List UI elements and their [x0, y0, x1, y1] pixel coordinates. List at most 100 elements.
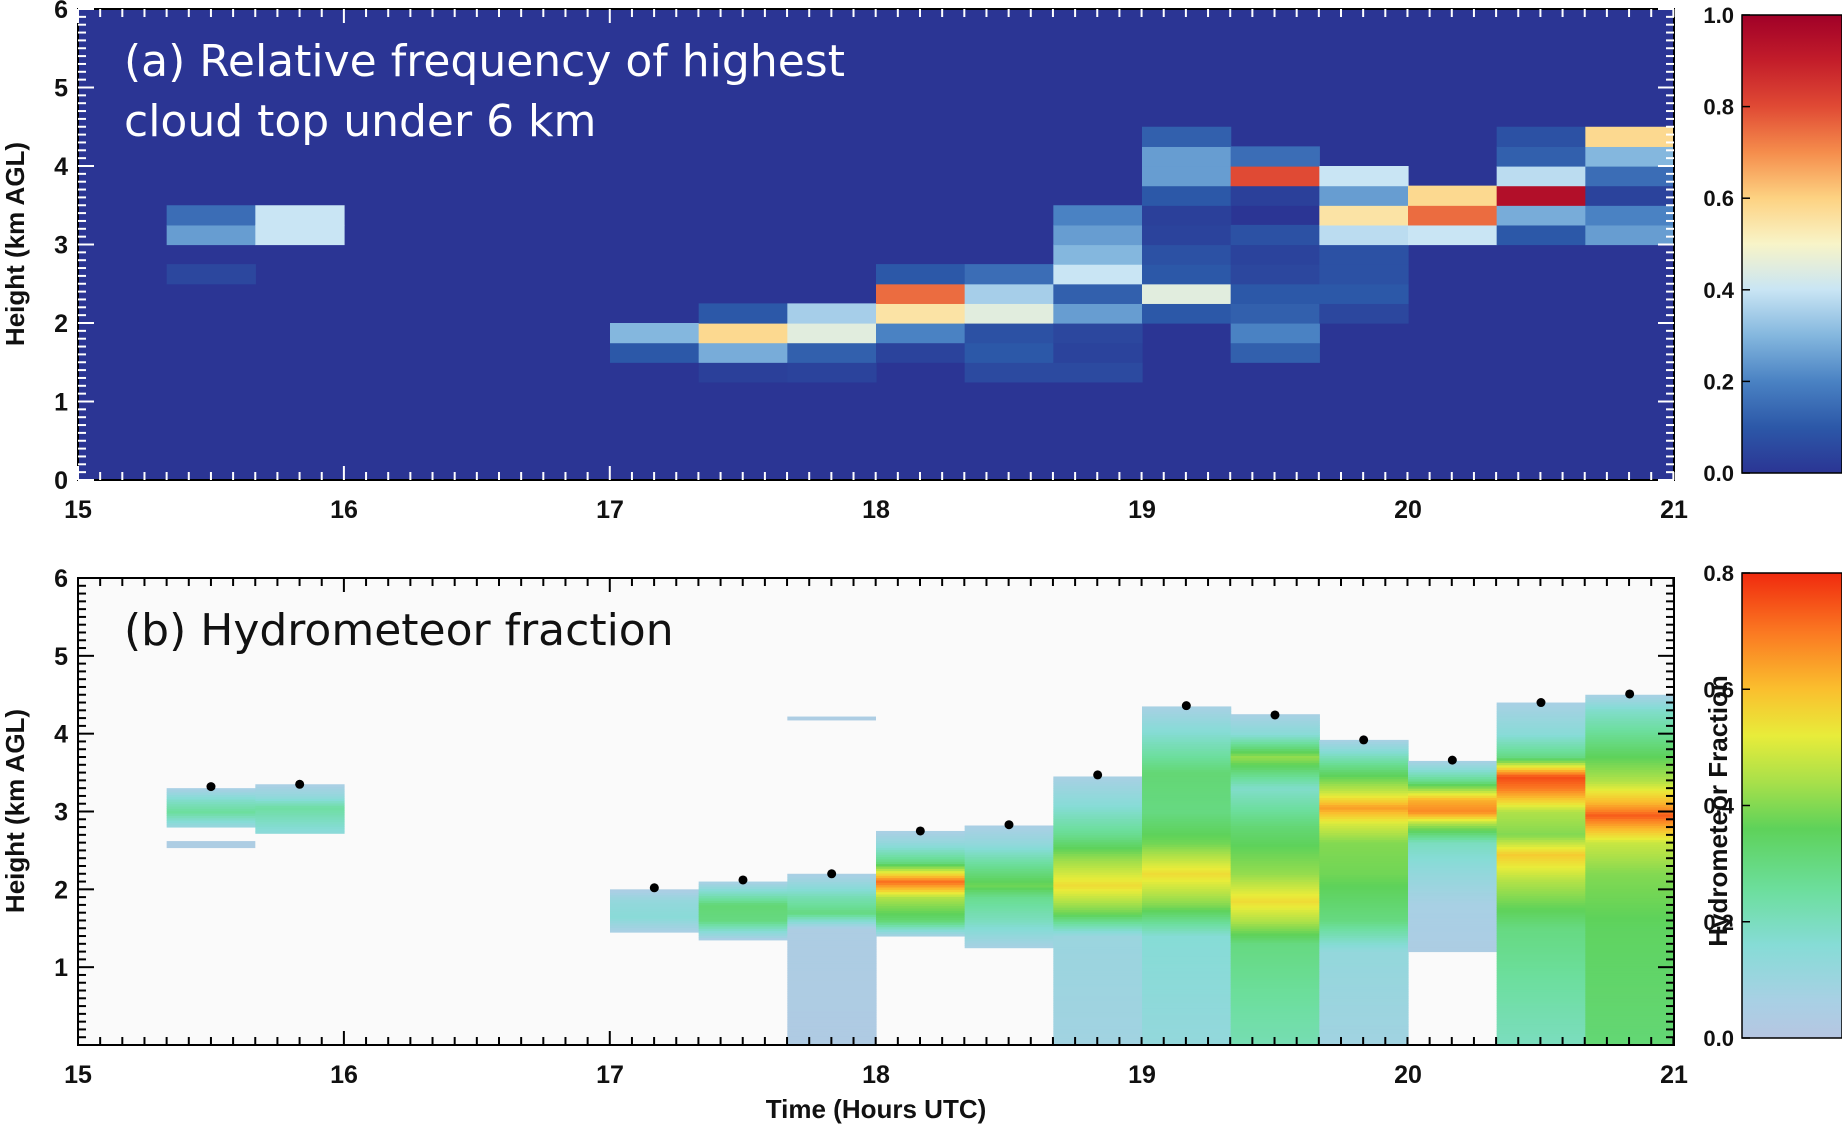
hydrometeor-cell: [1053, 802, 1143, 805]
heatmap-cell: [1053, 303, 1143, 324]
y-tick-label: 2: [54, 310, 68, 338]
colorbar-tick-label: 0.4: [1703, 278, 1734, 303]
hydrometeor-cell: [1142, 953, 1232, 957]
hydrometeor-cell: [1230, 778, 1320, 782]
hydrometeor-cell: [1496, 1005, 1586, 1009]
hydrometeor-cell: [1142, 967, 1232, 971]
hydrometeor-cell: [1408, 879, 1498, 883]
hydrometeor-cell: [1585, 713, 1675, 717]
hydrometeor-cell: [1585, 930, 1675, 934]
hydrometeor-cell: [1319, 844, 1409, 848]
hydrometeor-cell: [610, 897, 700, 900]
hydrometeor-cell: [1408, 776, 1498, 780]
hydrometeor-cell: [1230, 1002, 1320, 1006]
hydrometeor-cell: [787, 939, 877, 943]
hydrometeor-cell: [1319, 757, 1409, 761]
hydrometeor-cell: [1230, 806, 1320, 810]
hydrometeor-cell: [1585, 981, 1675, 985]
hydrometeor-cell: [1142, 998, 1232, 1002]
hydrometeor-cell: [964, 917, 1054, 921]
hydrometeor-cell: [610, 913, 700, 917]
hydrometeor-cell: [1053, 1030, 1143, 1034]
hydrometeor-cell: [1142, 729, 1232, 733]
hydrometeor-cell: [787, 904, 877, 908]
panel-b-x-axis-label: Time (Hours UTC): [766, 1094, 987, 1124]
hydrometeor-cell: [698, 888, 788, 892]
hydrometeor-cell: [698, 900, 788, 904]
hydrometeor-cell: [1408, 918, 1498, 922]
heatmap-cell: [255, 205, 345, 226]
hydrometeor-cell: [1053, 1014, 1143, 1018]
hydrometeor-cell: [1408, 823, 1498, 827]
hydrometeor-cell: [1319, 944, 1409, 948]
hydrometeor-cell: [1053, 823, 1143, 827]
hydrometeor-cell: [1230, 869, 1320, 873]
x-tick-label: 15: [64, 496, 92, 524]
hydrometeor-cell: [1496, 816, 1586, 820]
heatmap-cell: [1053, 342, 1143, 363]
hydrometeor-cell: [787, 953, 877, 957]
hydrometeor-cell: [1496, 925, 1586, 929]
hydrometeor-cell: [1585, 802, 1675, 805]
hydrometeor-cell: [1496, 711, 1586, 714]
hydrometeor-cell: [1496, 802, 1586, 805]
hydrometeor-cell: [1408, 911, 1498, 915]
hydrometeor-cell: [1408, 937, 1498, 941]
hydrometeor-cell: [1142, 1023, 1232, 1027]
hydrometeor-cell: [1408, 904, 1498, 908]
hydrometeor-cell: [255, 802, 345, 806]
hydrometeor-cell: [1585, 1019, 1675, 1023]
hydrometeor-cell: [1142, 797, 1232, 801]
hydrometeor-cell: [1053, 998, 1143, 1002]
hydrometeor-cell: [1408, 769, 1498, 773]
hydrometeor-cell: [1408, 932, 1498, 936]
hydrometeor-cell: [1142, 909, 1232, 913]
hydrometeor-cell: [1585, 697, 1675, 700]
hydrometeor-cell: [964, 940, 1054, 944]
hydrometeor-cell: [1585, 972, 1675, 976]
hydrometeor-cell: [1142, 907, 1232, 911]
hydrometeor-cell: [1408, 872, 1498, 876]
hydrometeor-cell: [1230, 902, 1320, 906]
hydrometeor-cell: [1496, 834, 1586, 838]
hydrometeor-cell: [787, 949, 877, 953]
hydrometeor-cell: [1230, 1014, 1320, 1018]
hydrometeor-cell: [1585, 727, 1675, 731]
hydrometeor-cell: [1585, 925, 1675, 929]
hydrometeor-cell: [1053, 930, 1143, 934]
hydrometeor-cell: [1053, 834, 1143, 838]
panel-a-x-tick-labels: 15 16 17 18 19 20 21: [64, 496, 1688, 524]
hydrometeor-cell: [1319, 914, 1409, 918]
hydrometeor-cell: [1230, 951, 1320, 955]
hydrometeor-cell: [1585, 701, 1675, 705]
panel-a-title-line-1: (a) Relative frequency of highest: [124, 36, 845, 87]
hydrometeor-cell: [1496, 748, 1586, 752]
hydrometeor-cell: [1496, 869, 1586, 873]
hydrometeor-cell: [1053, 1021, 1143, 1025]
heatmap-cell: [1053, 362, 1143, 383]
x-tick-label: 20: [1394, 1061, 1422, 1089]
hydrometeor-cell: [1496, 785, 1586, 789]
hydrometeor-cell: [1142, 925, 1232, 929]
hydrometeor-cell: [1142, 851, 1232, 855]
hydrometeor-cell: [1408, 874, 1498, 878]
hydrometeor-cell: [1585, 753, 1675, 756]
hydrometeor-cell: [1319, 804, 1409, 808]
hydrometeor-cell: [787, 998, 877, 1002]
hydrometeor-cell: [1053, 932, 1143, 936]
hydrometeor-cell: [1053, 907, 1143, 911]
hydrometeor-cell: [1319, 986, 1409, 990]
hydrometeor-cell: [1496, 993, 1586, 997]
hydrometeor-cell: [1142, 722, 1232, 726]
colorbar-tick-label: 0.6: [1703, 677, 1734, 702]
hydrometeor-cell: [1585, 914, 1675, 918]
hydrometeor-cell: [1408, 804, 1498, 808]
hydrometeor-cell: [876, 884, 966, 888]
hydrometeor-cell: [787, 1033, 877, 1037]
heatmap-cell: [255, 224, 345, 246]
hydrometeor-cell: [1585, 939, 1675, 943]
hydrometeor-cell: [1585, 874, 1675, 878]
hydrometeor-cell: [610, 915, 700, 919]
hydrometeor-cell: [1585, 767, 1675, 770]
heatmap-cell: [876, 342, 966, 363]
